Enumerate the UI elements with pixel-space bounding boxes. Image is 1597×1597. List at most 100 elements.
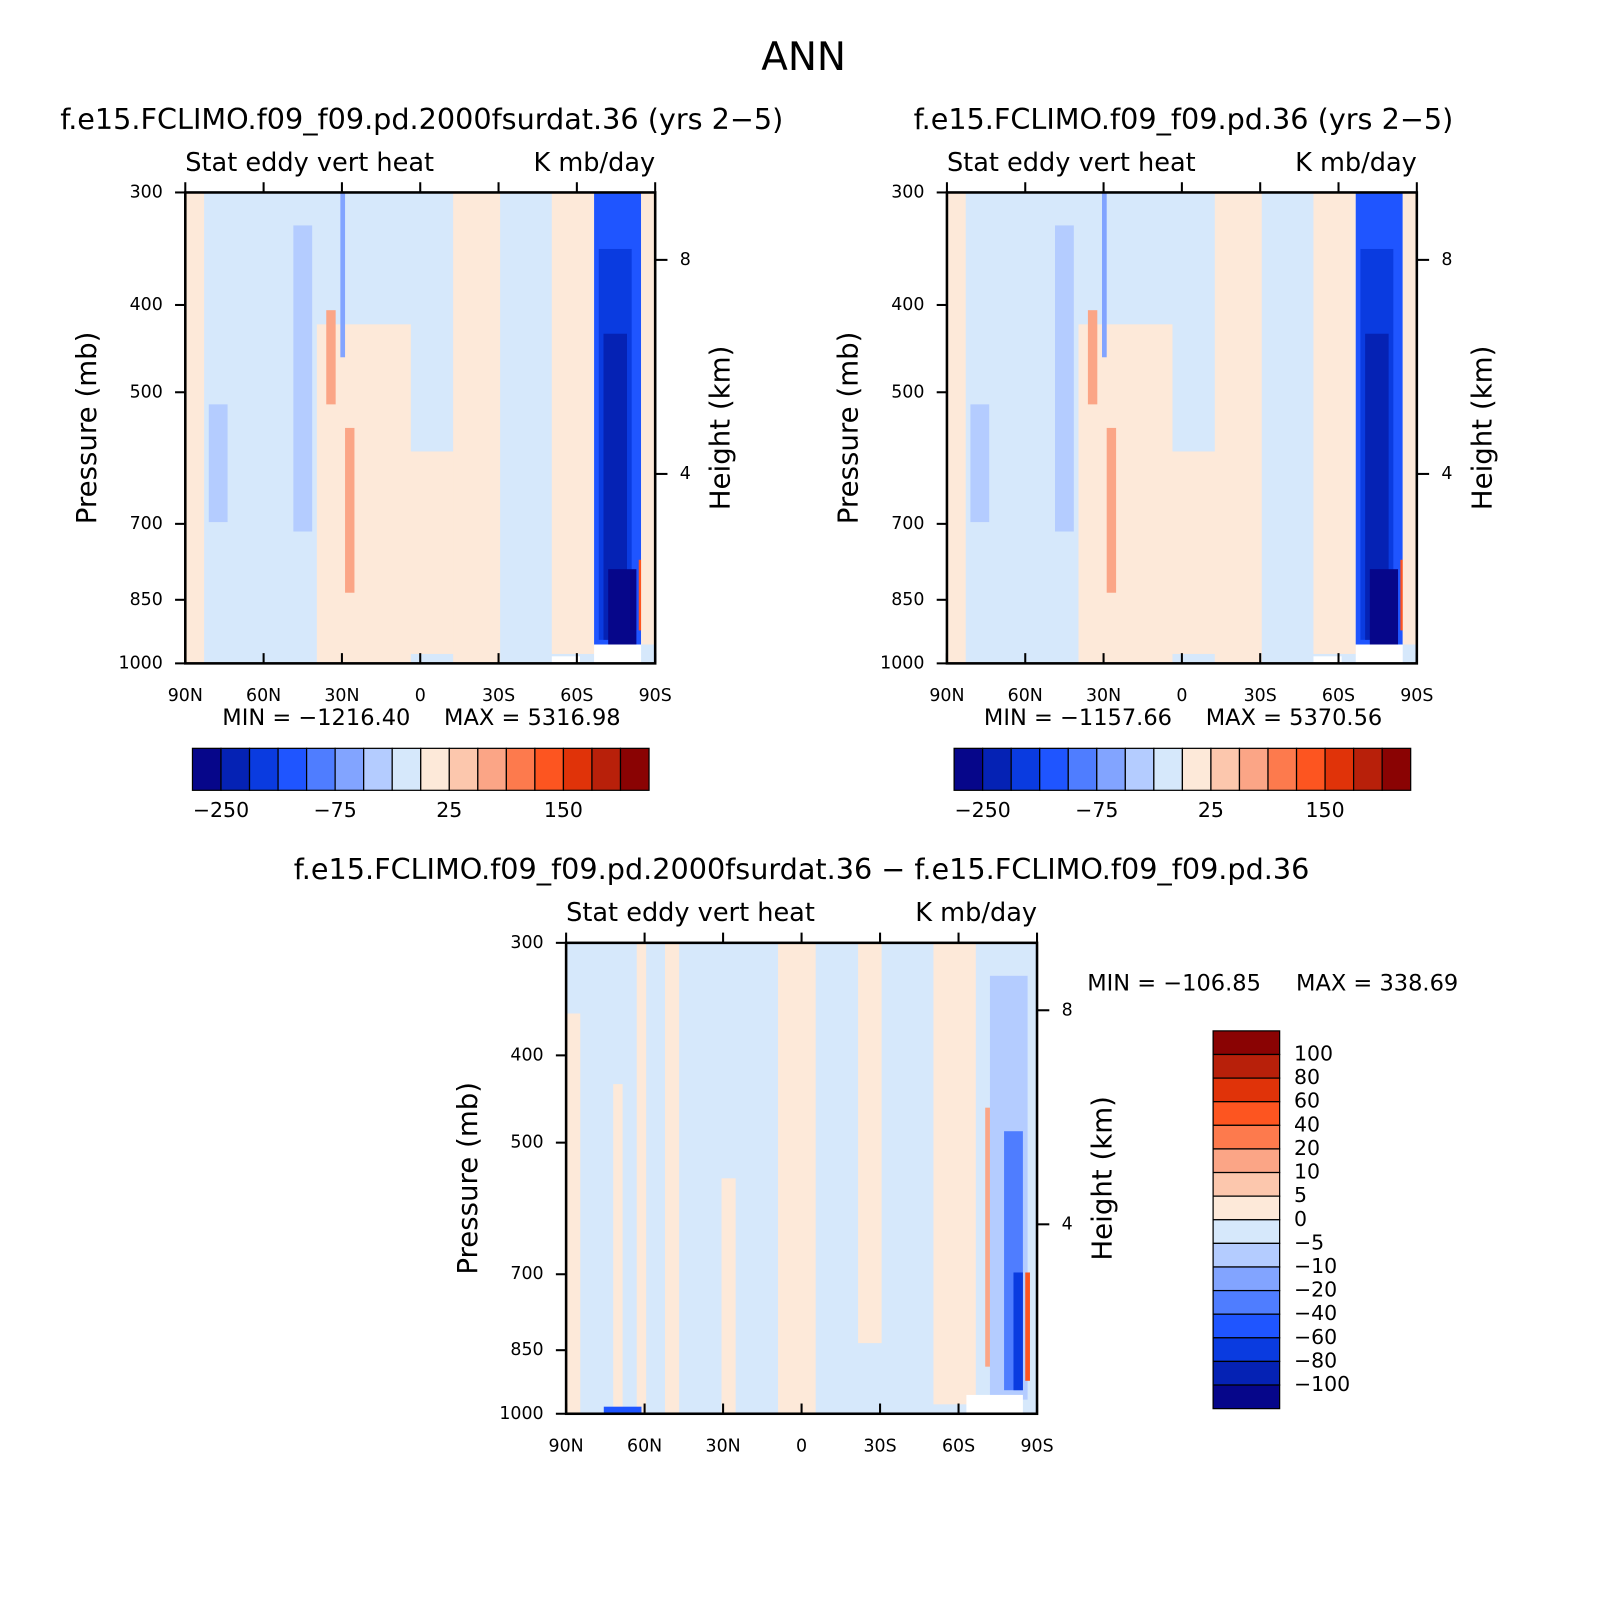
colorbar-label: −40 xyxy=(1294,1301,1337,1325)
colorbar-label: 5 xyxy=(1294,1183,1307,1207)
colorbar-box xyxy=(420,747,450,791)
x-tick-label: 90S xyxy=(639,686,672,706)
colorbar-label: 25 xyxy=(436,798,462,822)
y-tick-label: 300 xyxy=(510,933,543,953)
colorbar-box xyxy=(1212,1242,1281,1268)
contour-region xyxy=(966,1394,1023,1414)
colorbar-box xyxy=(1212,1030,1281,1056)
colorbar-box xyxy=(1124,747,1155,791)
x-tick-label: 30S xyxy=(863,1437,896,1457)
y-tick-label: 1000 xyxy=(880,653,924,673)
colorbar-label: −250 xyxy=(955,798,1011,822)
colorbar-box xyxy=(1295,747,1326,791)
max-label: MAX = 5370.56 xyxy=(1206,705,1383,731)
min-label: MIN = −106.85 xyxy=(1087,970,1261,996)
colorbar-box xyxy=(363,747,393,791)
y-tick-label: 700 xyxy=(510,1264,543,1284)
x-tick-label: 60S xyxy=(560,686,593,706)
contour-region xyxy=(185,192,205,664)
y2-axis-title: Height (km) xyxy=(1465,346,1498,511)
min-label: MIN = −1216.40 xyxy=(222,705,410,731)
colorbar-box xyxy=(1212,1077,1281,1103)
colorbar-label: −100 xyxy=(1294,1372,1350,1396)
y-tick-label: 400 xyxy=(891,295,924,315)
colorbar-label: 40 xyxy=(1294,1112,1320,1136)
colorbar-box xyxy=(1010,747,1041,791)
colorbar-label: −75 xyxy=(1075,798,1118,822)
contour-region xyxy=(1313,192,1356,654)
colorbar-label: 20 xyxy=(1294,1136,1320,1160)
contour-region xyxy=(1214,192,1262,664)
y-axis-title: Pressure (mb) xyxy=(832,332,865,525)
colorbar-box xyxy=(334,747,365,791)
contour-region xyxy=(293,225,313,532)
colorbar-label: 0 xyxy=(1294,1207,1307,1231)
x-tick-label: 90S xyxy=(1020,1437,1053,1457)
colorbar-box xyxy=(1039,747,1069,791)
y-axis-title: Pressure (mb) xyxy=(451,1082,484,1275)
x-tick-label: 0 xyxy=(415,686,426,706)
panel-title: f.e15.FCLIMO.f09_f09.pd.2000fsurdat.36 (… xyxy=(60,102,783,136)
colorbar-box xyxy=(1153,747,1184,791)
colorbar-label: −75 xyxy=(314,798,357,822)
colorbar-box xyxy=(277,747,308,791)
x-tick-label: 60S xyxy=(942,1437,975,1457)
contour-region xyxy=(858,942,882,1344)
min-label: MIN = −1157.66 xyxy=(984,705,1172,731)
colorbar-box xyxy=(1212,1101,1281,1126)
x-tick-label: 0 xyxy=(796,1437,807,1457)
contour-region xyxy=(1055,225,1074,532)
contour-region xyxy=(665,942,680,1414)
contour-region xyxy=(1369,569,1399,645)
colorbar-box xyxy=(448,747,479,791)
contour-region xyxy=(1102,192,1107,358)
colorbar-box xyxy=(1352,747,1383,791)
contour-region xyxy=(933,942,976,1405)
colorbar-box xyxy=(1212,1337,1281,1363)
colorbar-box xyxy=(1267,747,1298,791)
y-tick-label: 300 xyxy=(130,182,163,202)
max-label: MAX = 5316.98 xyxy=(444,705,621,731)
contour-region xyxy=(946,192,966,664)
x-tick-label: 60S xyxy=(1322,686,1355,706)
y2-tick-label: 8 xyxy=(1441,250,1452,270)
colorbar-label: 100 xyxy=(1294,1041,1333,1065)
y-tick-label: 700 xyxy=(891,514,924,534)
contour-region xyxy=(551,192,595,654)
contour-region xyxy=(721,1178,736,1414)
field-units: K mb/day xyxy=(915,898,1037,928)
x-tick-label: 90N xyxy=(549,1437,584,1457)
colorbar-box xyxy=(1212,1148,1281,1174)
colorbar-label: −80 xyxy=(1294,1348,1337,1372)
field-name: Stat eddy vert heat xyxy=(566,898,815,928)
x-tick-label: 30S xyxy=(482,686,515,706)
contour-region xyxy=(603,1406,642,1414)
figure-title: ANN xyxy=(761,35,846,80)
colorbar-label: 150 xyxy=(1306,798,1345,822)
colorbar-box xyxy=(1212,1171,1281,1197)
colorbar-box xyxy=(1212,1124,1281,1150)
contour-region xyxy=(1313,656,1342,664)
field-units: K mb/day xyxy=(533,148,655,178)
colorbar-box xyxy=(953,747,984,791)
contour-region xyxy=(1087,310,1098,405)
colorbar-box xyxy=(591,747,622,791)
panel-title: f.e15.FCLIMO.f09_f09.pd.2000fsurdat.36 −… xyxy=(294,852,1310,886)
y-tick-label: 1000 xyxy=(119,653,163,673)
contour-region xyxy=(354,451,458,654)
x-tick-label: 30N xyxy=(706,1437,741,1457)
y-tick-label: 400 xyxy=(130,295,163,315)
colorbar-box xyxy=(1381,747,1412,791)
y-tick-label: 850 xyxy=(891,590,924,610)
colorbar-box xyxy=(1212,1266,1281,1292)
contour-region xyxy=(608,569,637,645)
contour-region xyxy=(551,656,580,664)
contour-region xyxy=(613,1084,623,1414)
contour-region xyxy=(1106,427,1117,593)
y-tick-label: 400 xyxy=(510,1045,543,1065)
x-tick-label: 90N xyxy=(929,686,964,706)
colorbar-label: 60 xyxy=(1294,1089,1320,1113)
colorbar-label: 25 xyxy=(1198,798,1224,822)
